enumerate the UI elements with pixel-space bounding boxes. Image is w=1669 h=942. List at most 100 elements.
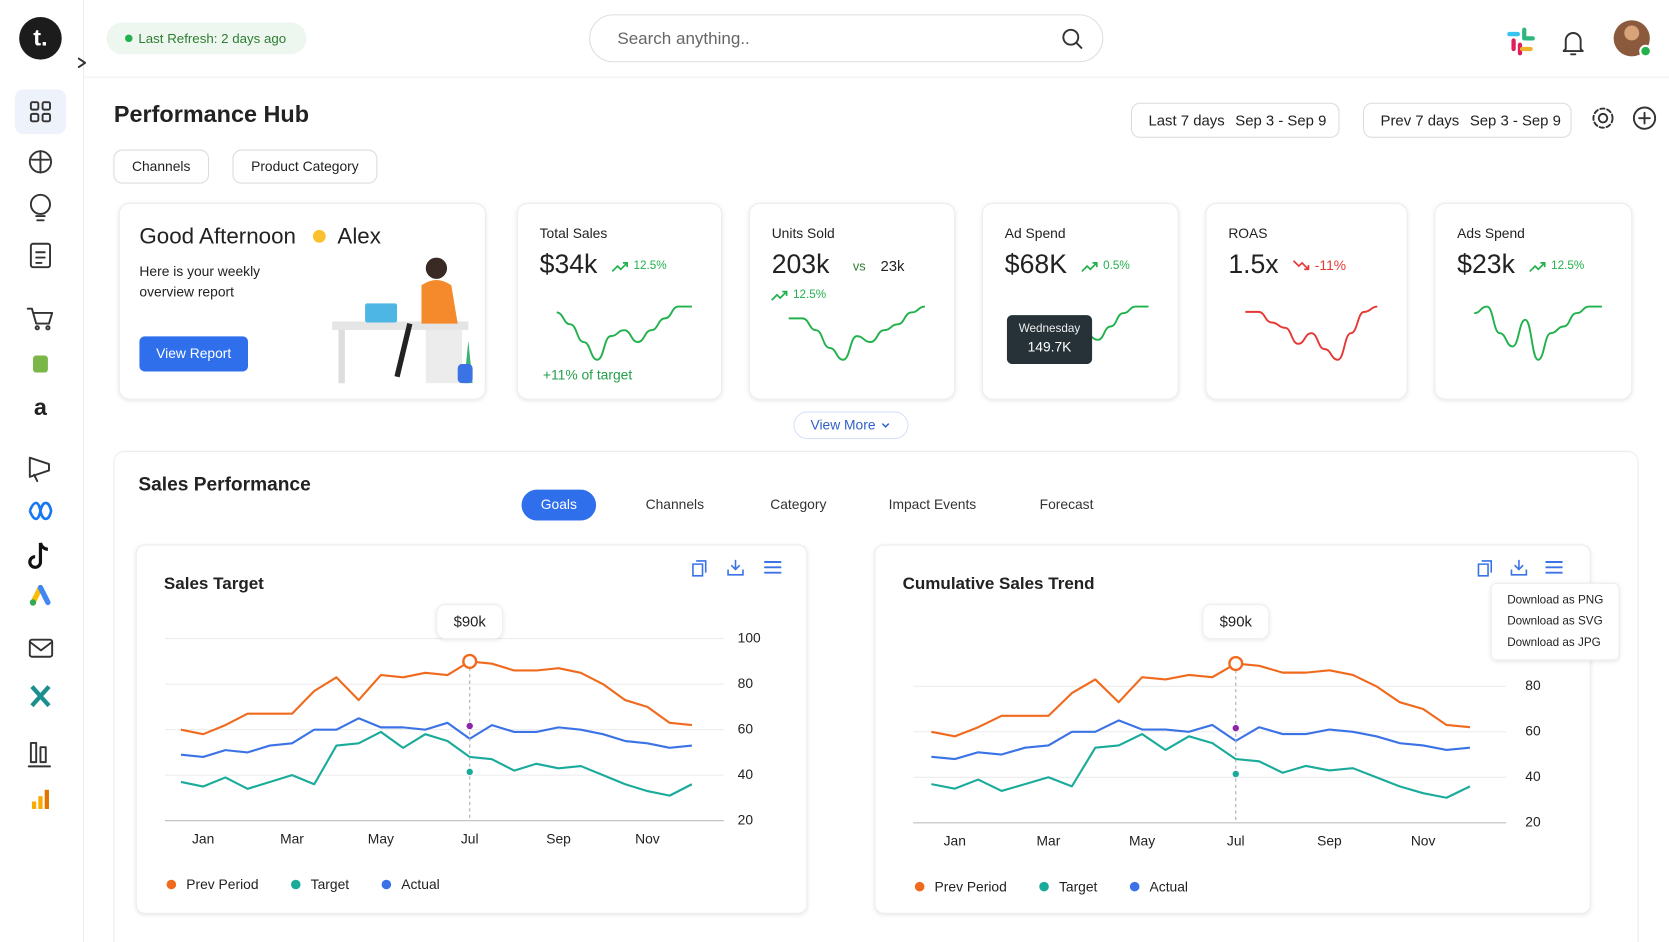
- legend-label[interactable]: Prev Period: [186, 876, 258, 892]
- bell-icon[interactable]: [1562, 32, 1584, 56]
- nav-x[interactable]: [30, 685, 51, 708]
- view-more-button[interactable]: [793, 411, 909, 440]
- sparkline: [788, 305, 926, 361]
- kpi-trend-arrow: [1081, 262, 1098, 273]
- nav-bulb[interactable]: [29, 193, 51, 222]
- welcome-text: Here is your weekly: [139, 263, 260, 279]
- avatar-face: [1624, 25, 1640, 41]
- nav-clipboard[interactable]: [29, 242, 51, 269]
- search-icon[interactable]: [1062, 28, 1083, 49]
- nav-megaphone[interactable]: [28, 456, 50, 483]
- filter-button[interactable]: [232, 149, 378, 184]
- sparkline: [1245, 305, 1378, 361]
- legend-label[interactable]: Target: [1059, 878, 1098, 894]
- hover-point: [466, 722, 473, 730]
- nav-meta[interactable]: [28, 501, 53, 521]
- nav-shopify[interactable]: [33, 355, 48, 373]
- copy-icon[interactable]: [1477, 560, 1493, 577]
- kpi-change: 12.5%: [634, 259, 667, 272]
- legend-label[interactable]: Prev Period: [935, 878, 1007, 894]
- date-ranges: Last 7 days Sep 3 - Sep 9 Prev 7 days Sep 3…: [1130, 102, 1572, 138]
- annotation-box: [436, 604, 504, 640]
- y-tick-label: 80: [738, 675, 754, 691]
- nav-columns[interactable]: [27, 741, 51, 768]
- kpi-title: Total Sales: [540, 225, 608, 241]
- kpi-cards: Total Sales $34k 12.5% +11% of target Units …: [516, 202, 1633, 400]
- tab-active[interactable]: [521, 489, 597, 521]
- search-box[interactable]: [589, 14, 1104, 63]
- filter-button[interactable]: [113, 149, 210, 184]
- tooltip-value: 149.7K: [1028, 339, 1073, 355]
- annotation-label: $90k: [454, 615, 487, 631]
- chart-card: [874, 544, 1591, 914]
- menu-item[interactable]: Download as JPG: [1507, 636, 1601, 649]
- legend-label[interactable]: Actual: [1150, 878, 1188, 894]
- nav-cart[interactable]: [26, 307, 54, 331]
- legend-swatch: [1129, 881, 1140, 892]
- chart-title: Cumulative Sales Trend: [903, 574, 1095, 593]
- slack-icon[interactable]: [1507, 27, 1535, 56]
- greeting-name: Alex: [337, 223, 380, 248]
- download-icon[interactable]: [1510, 559, 1528, 576]
- legend-label[interactable]: Actual: [401, 876, 439, 892]
- tab-label[interactable]: Channels: [646, 496, 705, 512]
- nav-brain[interactable]: [28, 150, 53, 174]
- sidebar: [0, 0, 84, 942]
- chart-title: Sales Target: [164, 574, 264, 593]
- filter-label: Channels: [132, 158, 191, 174]
- logo[interactable]: [19, 17, 62, 60]
- x-tick-label: May: [1129, 833, 1155, 849]
- nav-google-ads[interactable]: [29, 584, 51, 606]
- x-tick-label: Sep: [546, 830, 571, 846]
- legend-swatch: [914, 881, 925, 892]
- tab-label[interactable]: Category: [770, 496, 826, 512]
- sun-icon: [312, 229, 326, 243]
- kpi-trend-arrow: [1529, 262, 1546, 273]
- nav-dashboard[interactable]: [29, 101, 51, 123]
- kpi-value: $68K: [1005, 249, 1067, 279]
- date-range-label: Last 7 days: [1149, 113, 1225, 129]
- kpi-trend-arrow: [611, 262, 629, 273]
- x-tick-label: Nov: [635, 830, 660, 846]
- nav-mail[interactable]: [28, 638, 54, 658]
- refresh-pill: [106, 22, 307, 55]
- nav-analytics[interactable]: [31, 789, 49, 809]
- date-range-button[interactable]: [1362, 102, 1572, 138]
- kpi-change: 0.5%: [1103, 259, 1130, 272]
- download-icon[interactable]: [727, 559, 744, 576]
- view-more-chevron: [881, 423, 890, 428]
- refresh-text: Last Refresh: 2 days ago: [138, 31, 286, 46]
- filter-label: Product Category: [251, 158, 359, 174]
- x-tick-label: Jan: [192, 830, 214, 846]
- menu-icon[interactable]: [764, 561, 782, 574]
- menu-item[interactable]: Download as PNG: [1507, 593, 1603, 606]
- legend-swatch: [381, 879, 392, 890]
- tab-label[interactable]: Forecast: [1040, 496, 1094, 512]
- series-line: [180, 730, 693, 797]
- x-tick-label: Sep: [1317, 833, 1342, 849]
- legend-label[interactable]: Target: [311, 876, 350, 892]
- x-tick-label: Mar: [280, 830, 304, 846]
- date-range-button[interactable]: [1130, 102, 1340, 138]
- menu-item[interactable]: Download as SVG: [1507, 615, 1603, 628]
- nav-tiktok[interactable]: [28, 542, 49, 569]
- add-icon[interactable]: [1632, 106, 1657, 130]
- settings-icon[interactable]: [1592, 107, 1614, 129]
- y-tick-label: 60: [1525, 722, 1541, 738]
- menu-icon[interactable]: [1545, 561, 1563, 574]
- nav-amazon[interactable]: a: [34, 394, 48, 420]
- tab-label[interactable]: Goals: [541, 496, 577, 512]
- date-range-dates: Sep 3 - Sep 9: [1470, 113, 1561, 129]
- view-report-button[interactable]: [139, 336, 249, 372]
- x-tick-label: Nov: [1411, 833, 1436, 849]
- kpi-value: 1.5x: [1228, 249, 1279, 279]
- expand-arrow[interactable]: [77, 57, 87, 69]
- avatar-status: [1639, 44, 1652, 58]
- tab-label[interactable]: Impact Events: [889, 496, 977, 512]
- copy-icon[interactable]: [692, 560, 707, 577]
- kpi-card: [1434, 202, 1633, 400]
- kpi-title: Ads Spend: [1457, 225, 1525, 241]
- kpi-change: 12.5%: [1551, 259, 1584, 272]
